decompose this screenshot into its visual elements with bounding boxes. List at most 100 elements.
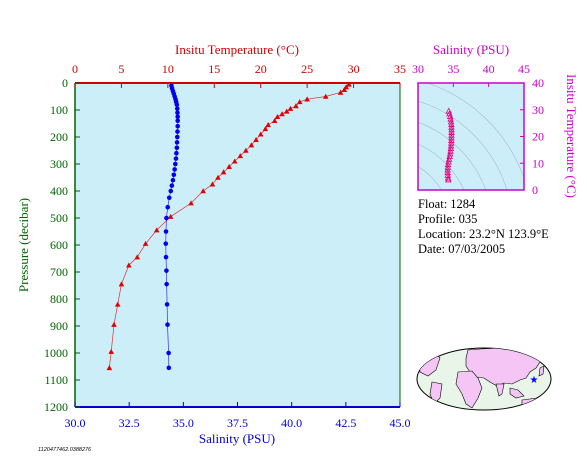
ts-salinity-tick-label: 40 bbox=[483, 62, 495, 76]
ts-salinity-tick-label: 35 bbox=[447, 62, 459, 76]
temperature-point bbox=[346, 81, 352, 87]
temperature-point bbox=[257, 131, 264, 137]
salinity-point bbox=[165, 204, 171, 210]
salinity-point bbox=[166, 350, 171, 356]
temperature-point bbox=[337, 89, 344, 95]
salinity-tick-label: 30.0 bbox=[65, 416, 86, 430]
temperature-point bbox=[304, 96, 310, 102]
temperature-point bbox=[126, 262, 132, 268]
temperature-point bbox=[262, 126, 269, 132]
ts-temperature-tick-label: 30 bbox=[532, 103, 544, 117]
ts-salinity-tick-label: 30 bbox=[412, 62, 424, 76]
temperature-point bbox=[114, 301, 121, 307]
temperature-point bbox=[271, 118, 278, 124]
location-text: Location: 23.2°N 123.9°E bbox=[418, 227, 549, 241]
profile-chart: 0 5 10 15 20 25 30 35 30.0 32.5 35.0 37.5 40.0 42.5 4… bbox=[16, 42, 411, 446]
ts-point bbox=[444, 174, 452, 181]
salinity-point bbox=[174, 145, 180, 151]
salinity-point bbox=[166, 365, 172, 371]
salinity-point bbox=[173, 156, 179, 161]
float-info: Float: 1284 Profile: 035 Location: 23.2°… bbox=[418, 197, 549, 257]
ts-point bbox=[447, 147, 454, 154]
salinity-tick-labels: 30.0 32.5 35.0 37.5 40.0 42.5 45.0 bbox=[65, 402, 411, 430]
temperature-point bbox=[253, 136, 259, 142]
temperature-point bbox=[209, 181, 216, 187]
salinity-point bbox=[172, 167, 177, 172]
salinity-axis-title: Salinity (PSU) bbox=[199, 431, 275, 446]
map-africa bbox=[455, 370, 483, 409]
salinity-point bbox=[174, 140, 180, 145]
pressure-tick-label: 300 bbox=[50, 157, 68, 171]
salinity-tick-label: 37.5 bbox=[227, 416, 248, 430]
pressure-tick-label: 900 bbox=[50, 319, 68, 333]
temperature-point bbox=[231, 158, 238, 164]
temperature-point bbox=[279, 111, 285, 117]
ts-salinity-tick-labels: 30 35 40 45 bbox=[412, 62, 530, 87]
temperature-point bbox=[142, 240, 149, 246]
ts-point bbox=[447, 118, 455, 125]
salinity-point bbox=[163, 254, 169, 260]
pressure-tick-label: 1000 bbox=[44, 346, 68, 360]
ts-point bbox=[445, 155, 453, 162]
temperature-point bbox=[200, 188, 206, 194]
salinity-point bbox=[163, 241, 169, 246]
temperature-point bbox=[293, 103, 299, 109]
temperature-point bbox=[296, 99, 303, 105]
temperature-tick-label: 35 bbox=[394, 62, 406, 76]
temperature-tick-label: 5 bbox=[118, 62, 124, 76]
map-japan bbox=[538, 365, 545, 377]
pressure-axis-title: Pressure (decibar) bbox=[16, 198, 31, 292]
salinity-point bbox=[164, 302, 170, 307]
ts-point bbox=[444, 169, 451, 176]
profile-plot-background bbox=[75, 83, 400, 407]
temperature-point bbox=[243, 147, 249, 153]
ts-point bbox=[448, 134, 455, 141]
temperature-point bbox=[215, 174, 221, 180]
pressure-tick-label: 1100 bbox=[44, 373, 68, 387]
pressure-tick-label: 200 bbox=[50, 130, 68, 144]
ts-point bbox=[447, 115, 454, 122]
temperature-point bbox=[226, 163, 232, 169]
ts-salinity-axis-title: Salinity (PSU) bbox=[433, 42, 509, 57]
temperature-point bbox=[118, 281, 125, 287]
temperature-point bbox=[106, 365, 113, 371]
float-location-marker: ★ bbox=[530, 375, 539, 386]
salinity-point bbox=[169, 183, 175, 188]
salinity-point bbox=[175, 118, 180, 124]
temperature-tick-label: 20 bbox=[255, 62, 267, 76]
ts-temperature-tick-label: 10 bbox=[532, 156, 544, 170]
temperature-tick-label: 15 bbox=[208, 62, 220, 76]
ts-point bbox=[444, 161, 452, 168]
ts-series bbox=[444, 107, 455, 183]
date-text: Date: 07/03/2005 bbox=[418, 242, 506, 256]
temperature-tick-labels: 0 5 10 15 20 25 30 35 bbox=[72, 62, 406, 88]
salinity-point bbox=[175, 114, 180, 120]
temperature-point bbox=[153, 227, 160, 233]
temperature-tick-label: 0 bbox=[72, 62, 78, 76]
temperature-point bbox=[265, 122, 271, 128]
salinity-point bbox=[175, 110, 180, 115]
salinity-point bbox=[175, 129, 180, 134]
pressure-tick-label: 1200 bbox=[44, 400, 68, 414]
float-number: Float: 1284 bbox=[418, 197, 476, 211]
ts-point bbox=[448, 131, 455, 138]
salinity-point bbox=[166, 195, 172, 201]
temperature-point bbox=[188, 200, 194, 206]
temperature-point bbox=[248, 142, 255, 148]
ts-temperature-tick-label: 0 bbox=[532, 183, 538, 197]
salinity-point bbox=[170, 177, 176, 183]
temperature-point bbox=[220, 169, 227, 175]
ts-point bbox=[444, 163, 452, 170]
ts-point bbox=[445, 176, 452, 183]
map-australia bbox=[521, 397, 545, 410]
profile-number: Profile: 035 bbox=[418, 212, 478, 226]
pressure-tick-label: 100 bbox=[50, 103, 68, 117]
salinity-point bbox=[171, 172, 177, 178]
ts-point bbox=[447, 145, 455, 152]
temperature-point bbox=[287, 105, 294, 111]
pressure-tick-label: 0 bbox=[62, 76, 68, 90]
temperature-point bbox=[322, 93, 329, 99]
salinity-point bbox=[168, 188, 174, 194]
